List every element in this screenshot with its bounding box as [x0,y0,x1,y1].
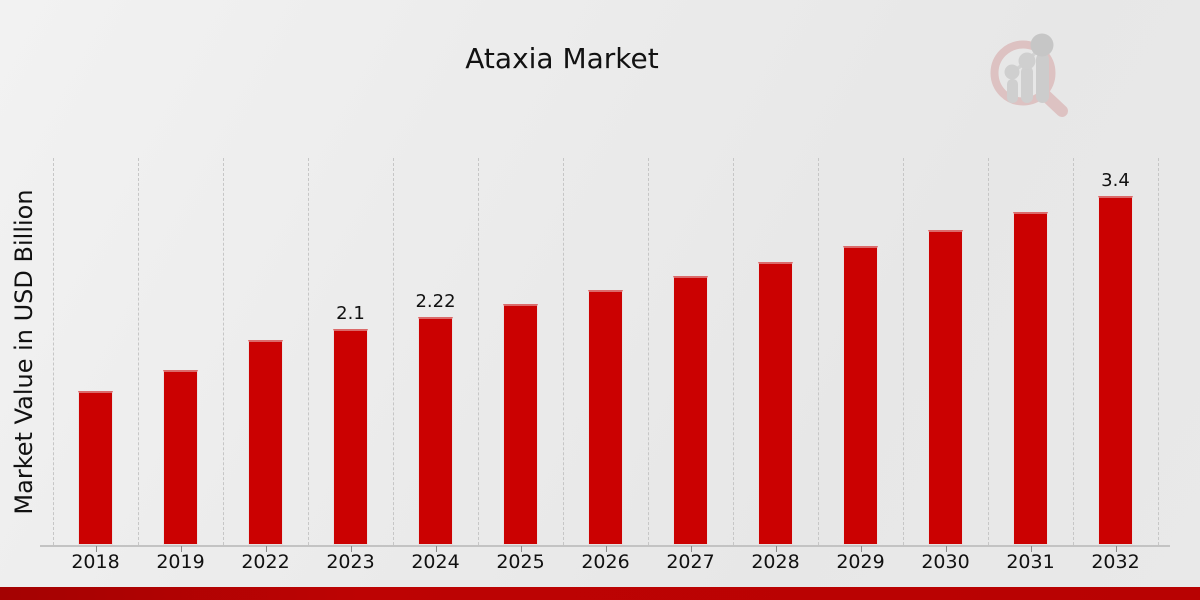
bar-2031 [1013,212,1048,545]
bar-2027 [673,276,708,545]
x-tick-label-2025: 2025 [496,551,545,573]
x-axis-tick [350,546,352,552]
x-tick-label-2024: 2024 [411,551,460,573]
x-tick-label-2026: 2026 [581,551,630,573]
bar-2019 [163,370,198,545]
x-tick-label-2022: 2022 [241,551,290,573]
footer-accent-bar [0,587,1200,600]
bar-2032 [1098,195,1133,545]
gridline [223,158,224,545]
bar-2029 [843,246,878,545]
gridline [1073,158,1074,545]
x-tick-label-2027: 2027 [666,551,715,573]
gridline [478,158,479,545]
bar-2026 [588,290,623,545]
gridline [988,158,989,545]
x-axis-tick [435,546,437,552]
x-tick-label-2032: 2032 [1091,551,1140,573]
x-axis-tick [945,546,947,552]
gridline [308,158,309,545]
gridline [138,158,139,545]
x-tick-label-2028: 2028 [751,551,800,573]
gridline [53,158,54,545]
x-axis-tick [860,546,862,552]
bar-2030 [928,229,963,545]
x-axis-tick [180,546,182,552]
x-axis-tick [520,546,522,552]
x-axis-tick [690,546,692,552]
gridline [903,158,904,545]
bar-2025 [503,303,538,545]
chart-title: Ataxia Market [465,42,659,75]
x-tick-label-2029: 2029 [836,551,885,573]
gridline [1158,158,1159,545]
x-axis-tick [1030,546,1032,552]
x-axis-tick [605,546,607,552]
gridline [393,158,394,545]
x-tick-label-2019: 2019 [156,551,205,573]
gridline [818,158,819,545]
bar-2023 [333,329,368,545]
x-tick-label-2023: 2023 [326,551,375,573]
bar-value-label-2024: 2.22 [415,291,456,313]
gridline [648,158,649,545]
x-axis-tick [1115,546,1117,552]
gridline [563,158,564,545]
x-tick-label-2031: 2031 [1006,551,1055,573]
bar-value-label-2023: 2.1 [336,303,365,325]
x-tick-label-2018: 2018 [71,551,120,573]
bar-2028 [758,261,793,545]
bar-value-label-2032: 3.4 [1101,169,1130,191]
x-axis-tick [95,546,97,552]
x-axis-tick [265,546,267,552]
bar-2024 [418,317,453,545]
bar-2022 [248,339,283,545]
bar-2018 [78,391,113,545]
magnifier-bar-chart-logo-icon [990,33,1068,117]
gridline [733,158,734,545]
x-axis-line [40,545,1170,547]
x-tick-label-2030: 2030 [921,551,970,573]
x-axis-tick [775,546,777,552]
